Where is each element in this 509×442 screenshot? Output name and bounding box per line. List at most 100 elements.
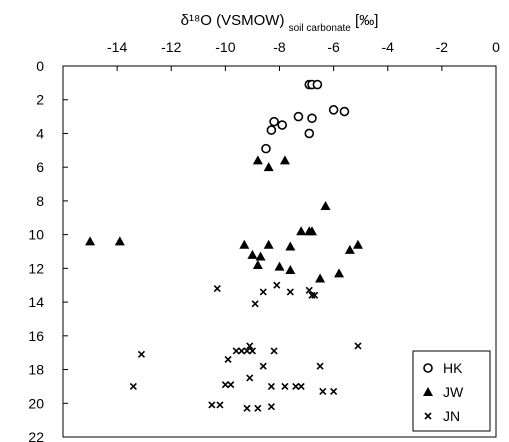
legend-marker-jn <box>424 412 432 420</box>
x-tick-label: -8 <box>273 39 286 55</box>
point-jn <box>213 285 221 293</box>
point-jn <box>216 401 224 409</box>
point-jw <box>296 226 307 236</box>
x-tick-label: -2 <box>436 39 449 55</box>
y-tick-label: 10 <box>28 227 44 243</box>
point-jn <box>259 288 267 296</box>
point-jw <box>285 241 296 251</box>
point-jn <box>238 347 246 355</box>
point-jn <box>248 347 257 355</box>
point-jn <box>227 381 235 389</box>
point-jn <box>319 387 327 396</box>
legend-label-hk: HK <box>443 360 463 376</box>
point-jn <box>330 387 338 396</box>
x-tick-label: -12 <box>161 39 181 55</box>
point-jn <box>243 347 251 355</box>
legend-label-jn: JN <box>443 408 460 424</box>
point-jw <box>274 261 285 271</box>
y-tick-label: 6 <box>36 159 44 175</box>
point-hk <box>304 128 315 139</box>
point-jn <box>224 355 232 363</box>
point-jw <box>306 226 317 236</box>
legend-marker-jw <box>423 387 433 396</box>
y-tick-label: 14 <box>28 294 44 310</box>
point-jw <box>320 200 331 210</box>
point-jn <box>243 404 251 412</box>
point-jw <box>334 268 345 278</box>
x-axis-title-subscript: soil carbonate <box>289 23 352 34</box>
point-jn <box>311 291 319 299</box>
legend-label-jw: JW <box>443 384 464 400</box>
point-hk <box>277 120 288 130</box>
y-tick-label: 20 <box>28 395 44 411</box>
point-jn <box>129 382 137 390</box>
point-jn <box>259 362 267 370</box>
point-hk <box>261 143 271 154</box>
y-tick-label: 0 <box>36 58 44 74</box>
point-jn <box>281 382 289 390</box>
point-jw <box>85 236 96 246</box>
point-jn <box>267 403 275 411</box>
point-jn <box>292 382 300 390</box>
point-hk <box>293 111 304 122</box>
point-jw <box>352 239 363 249</box>
point-jn <box>246 374 254 382</box>
point-jw <box>255 251 266 261</box>
point-jn <box>251 300 259 308</box>
y-tick-label: 2 <box>36 92 44 108</box>
point-jn <box>308 291 316 299</box>
point-jn <box>232 347 240 355</box>
x-axis-title-main: δ¹⁸O (VSMOW) <box>181 12 285 29</box>
point-jw <box>252 259 263 269</box>
legend: HK JW JN <box>412 350 491 432</box>
x-axis-title: δ¹⁸O (VSMOW) soil carbonate [‰] <box>181 12 379 34</box>
point-jw <box>239 239 250 249</box>
point-jn <box>137 350 146 358</box>
y-axis: 0 2 4 6 8 10 12 14 16 18 20 22 <box>28 58 68 442</box>
point-jw <box>285 265 296 275</box>
point-hk <box>307 113 317 124</box>
point-jw <box>114 236 125 246</box>
point-jw <box>344 244 355 254</box>
x-tick-label: 0 <box>492 39 500 55</box>
point-hk <box>328 105 339 115</box>
x-tick-label: -4 <box>382 39 395 55</box>
point-jn <box>305 286 313 294</box>
point-jw <box>247 249 258 259</box>
series-jn <box>129 281 362 412</box>
point-hk <box>312 79 323 90</box>
data-points <box>85 79 363 412</box>
point-hk <box>269 116 279 127</box>
x-axis-title-unit: [‰] <box>355 12 378 29</box>
point-jn <box>316 362 324 370</box>
x-tick-label: -14 <box>107 39 127 55</box>
point-jw <box>263 162 274 172</box>
point-jn <box>254 404 262 412</box>
point-jn <box>246 342 254 350</box>
point-hk <box>339 106 350 117</box>
y-tick-label: 22 <box>28 429 44 442</box>
point-jw <box>252 155 263 165</box>
point-jn <box>273 281 281 289</box>
point-jn <box>354 342 362 350</box>
point-jn <box>297 382 305 390</box>
point-jn <box>270 347 278 355</box>
y-tick-label: 12 <box>28 260 44 276</box>
x-axis: -14 -12 -10 -8 -6 -4 -2 0 <box>107 39 500 71</box>
point-jn <box>267 382 275 390</box>
y-tick-label: 4 <box>36 125 44 141</box>
point-jw <box>315 273 326 283</box>
y-tick-label: 18 <box>28 362 44 378</box>
legend-marker-hk <box>423 363 433 373</box>
y-tick-label: 16 <box>28 328 44 344</box>
point-jw <box>279 155 290 165</box>
y-tick-label: 8 <box>36 193 44 209</box>
x-tick-label: -6 <box>327 39 340 55</box>
point-jn <box>286 288 294 296</box>
point-jw <box>263 239 274 249</box>
x-tick-label: -10 <box>215 39 235 55</box>
series-hk <box>261 79 350 154</box>
point-hk <box>266 125 277 135</box>
point-jn <box>221 381 229 389</box>
